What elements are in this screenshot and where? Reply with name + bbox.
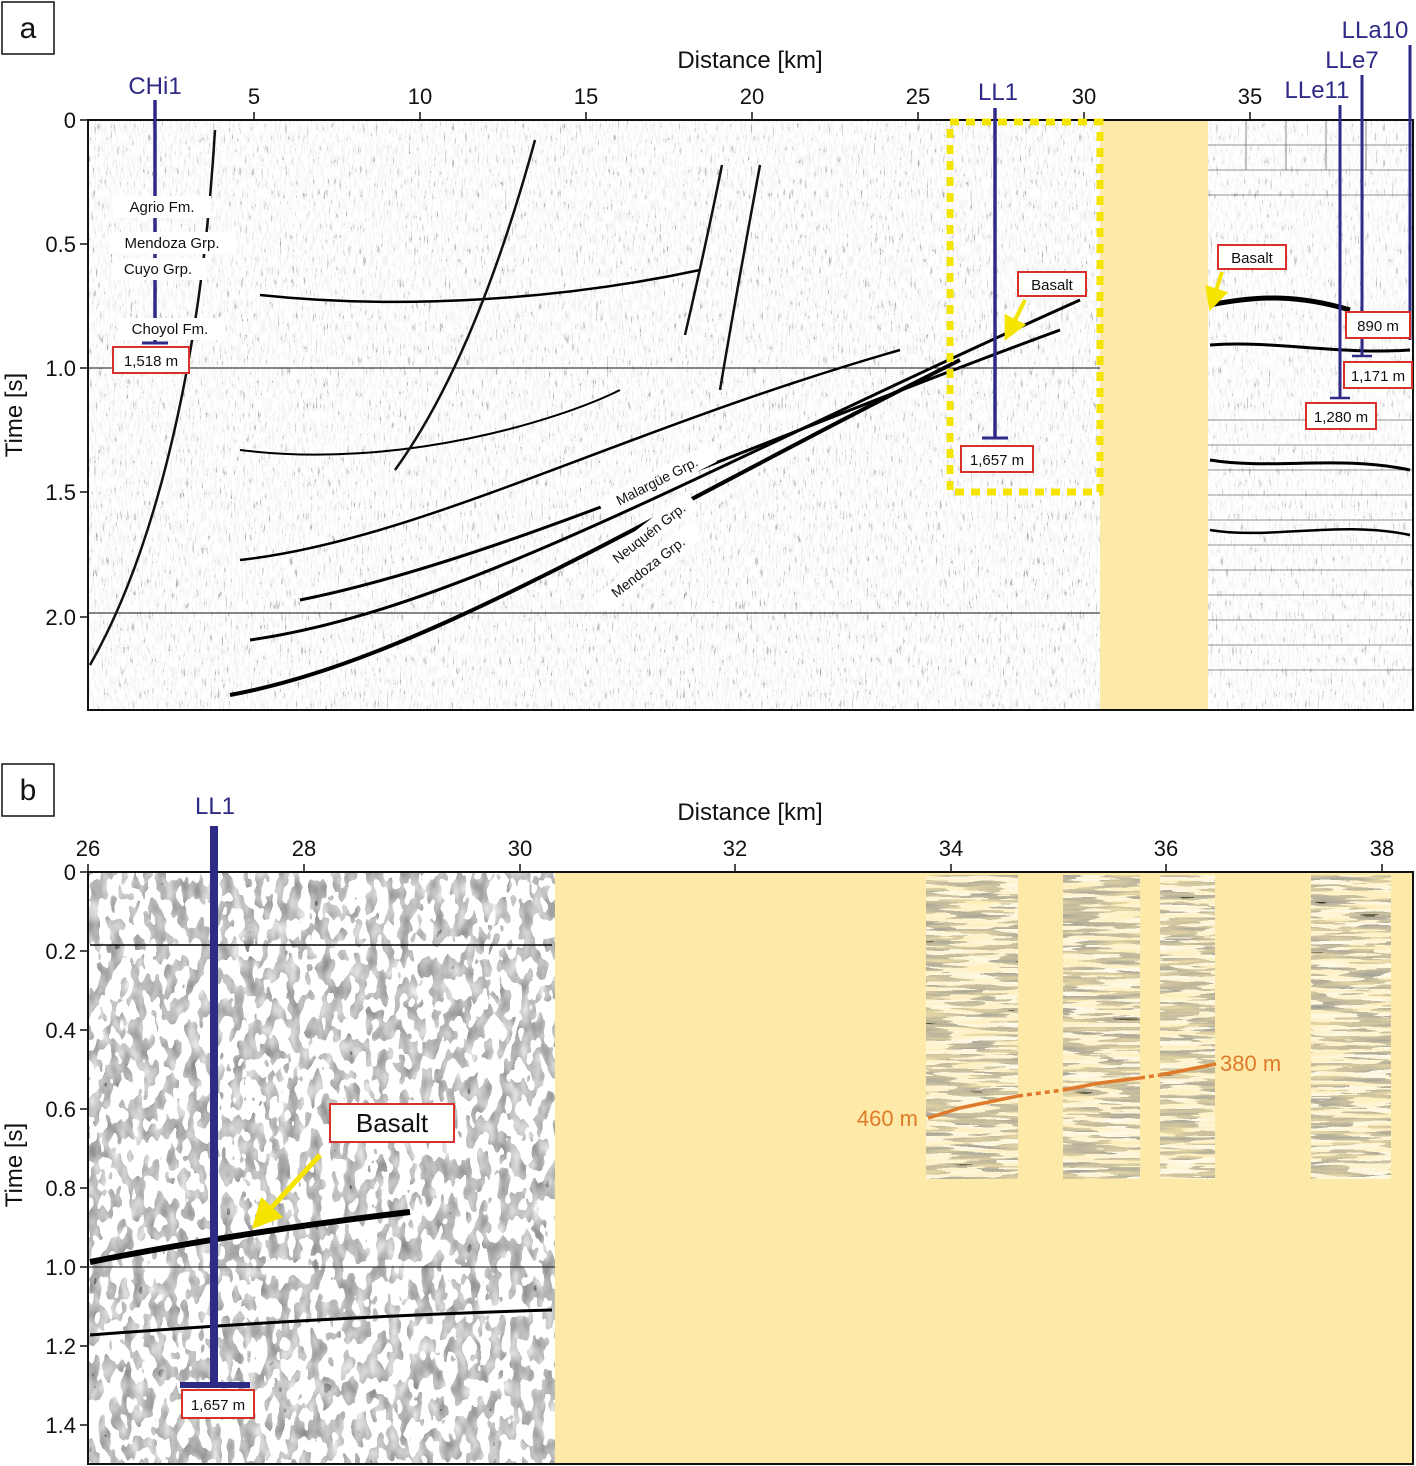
depth-box (1345, 311, 1411, 339)
panel-a-xtick: 20 (740, 84, 764, 109)
orange-horizon: 460 m 380 m (857, 1051, 1281, 1131)
well-lle11-depth: 1,280 m (1314, 409, 1368, 426)
panel-a-reflectors (229, 268, 1411, 697)
panel-a-xtick: 10 (408, 84, 432, 109)
panel-a-ytick: 2.0 (45, 605, 76, 630)
panel-b-seismic-strips (926, 875, 1391, 1179)
panel-a-ytick: 1.0 (45, 356, 76, 381)
seismic-strip (926, 875, 1018, 1179)
seismic-strip (1311, 875, 1391, 1179)
well-chi1-depth: 1,518 m (124, 353, 178, 370)
panel-b: b Distance [km] Time [s] (1, 763, 1414, 1465)
panel-b-xtick: 32 (723, 836, 747, 861)
basalt-callout-a2: Basalt (1205, 244, 1287, 312)
formation-label: Agrio Fm. (129, 199, 194, 216)
basalt-label: Basalt (356, 1108, 429, 1138)
well-ll1-b: LL1 1,657 m (180, 793, 255, 1419)
well-lla10-label: LLa10 (1342, 17, 1409, 44)
panel-b-ylabel: Time [s] (1, 1123, 28, 1207)
panel-b-xtick: 26 (76, 836, 100, 861)
panel-b-seismic-section (88, 872, 555, 1464)
well-lle11: LLe11 1,280 m (1285, 77, 1377, 430)
well-ll1-b-depth: 1,657 m (191, 1397, 245, 1414)
panel-a-data-gap (1100, 120, 1208, 710)
well-ll1-b-label: LL1 (195, 793, 235, 820)
panel-a-ytick: 1.5 (45, 480, 76, 505)
formation-label: Choyol Fm. (132, 321, 209, 338)
panel-a-xlabel: Distance [km] (677, 47, 822, 74)
panel-a-seismic-section (88, 120, 1100, 710)
panel-a-zoom-box (946, 118, 1104, 496)
panel-b-xtick: 28 (292, 836, 316, 861)
panel-a-ytick: 0 (64, 108, 76, 133)
panel-b-xticks: 26 28 30 32 34 36 38 (76, 836, 1394, 861)
well-chi1-label: CHi1 (128, 73, 181, 100)
horizon-start-label: 460 m (857, 1106, 918, 1131)
depth-box (181, 1389, 255, 1419)
depth-box (1343, 361, 1413, 389)
panel-a-xtick: 15 (574, 84, 598, 109)
panel-a-xtick: 25 (906, 84, 930, 109)
formation-label: Cuyo Grp. (124, 261, 192, 278)
panel-b-reflectors (89, 944, 553, 1337)
panel-a-xtick: 30 (1072, 84, 1096, 109)
horizon-end-label: 380 m (1220, 1051, 1281, 1076)
panel-b-frame (87, 871, 1414, 1465)
panel-b-ytick: 0.6 (45, 1097, 76, 1122)
panel-b-xlabel: Distance [km] (677, 799, 822, 826)
panel-b-xtick: 34 (939, 836, 963, 861)
well-lle7: LLe7 1,171 m (1325, 47, 1413, 389)
panel-a-xtick: 5 (248, 84, 260, 109)
panel-b-yticks: 0 0.2 0.4 0.6 0.8 1.0 1.2 1.4 (45, 860, 76, 1438)
panel-b-xtick: 30 (508, 836, 532, 861)
panel-a-frame (87, 119, 1414, 711)
panel-b-xtick: 38 (1370, 836, 1394, 861)
basalt-callout-a1: Basalt (1004, 271, 1087, 341)
basalt-label: Basalt (1031, 277, 1074, 294)
panel-b-ytick: 0.4 (45, 1018, 76, 1043)
panel-a-xtick: 35 (1238, 84, 1262, 109)
well-ll1: LL1 1,657 m (960, 79, 1034, 473)
panel-a-ylabel: Time [s] (1, 373, 28, 457)
basalt-callout-b: Basalt (251, 1103, 455, 1230)
well-ll1-depth: 1,657 m (970, 452, 1024, 469)
well-lla10: LLa10 890 m (1342, 17, 1412, 340)
well-chi1: CHi1 Agrio Fm. Mendoza Grp. Cuyo Grp. Ch… (110, 73, 236, 374)
panel-b-ytick: 1.0 (45, 1255, 76, 1280)
depth-box (112, 346, 190, 374)
panel-a-label-box (1, 1, 55, 55)
panel-a-faults (88, 129, 762, 666)
well-ll1-label: LL1 (978, 79, 1018, 106)
well-lle7-depth: 1,171 m (1351, 368, 1405, 385)
well-lle11-label: LLe11 (1285, 77, 1350, 104)
panel-b-xtick: 36 (1154, 836, 1178, 861)
panel-a-yticks: 0 0.5 1.0 1.5 2.0 (45, 108, 76, 630)
panel-b-label: b (20, 774, 37, 807)
panel-a: a Distance [km] Time [s] (1, 1, 1414, 711)
panel-a-ytick: 0.5 (45, 232, 76, 257)
panel-b-ytick: 0.8 (45, 1176, 76, 1201)
panel-b-ytick: 1.4 (45, 1413, 76, 1438)
panel-b-ytick: 0 (64, 860, 76, 885)
panel-b-label-box (1, 763, 55, 817)
panel-a-east-grid (1208, 120, 1413, 671)
panel-a-label: a (20, 12, 37, 45)
basalt-label: Basalt (1231, 250, 1274, 267)
panel-b-ytick: 1.2 (45, 1334, 76, 1359)
well-lle7-label: LLe7 (1325, 47, 1378, 74)
depth-box (1305, 402, 1377, 430)
seismic-strip (1063, 875, 1140, 1179)
panel-a-xticks: 5 10 15 20 25 30 35 (248, 84, 1262, 109)
panel-b-ytick: 0.2 (45, 939, 76, 964)
formation-label: Mendoza Grp. (124, 235, 219, 252)
depth-box (960, 445, 1034, 473)
seismic-strip (1160, 875, 1215, 1179)
well-lla10-depth: 890 m (1357, 318, 1399, 335)
